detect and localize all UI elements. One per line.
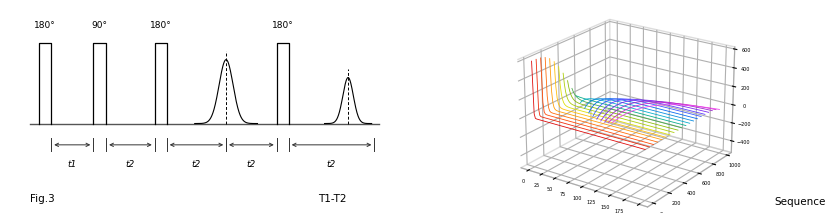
- Text: 180°: 180°: [150, 21, 172, 30]
- Text: t2: t2: [192, 160, 201, 169]
- Text: 180°: 180°: [272, 21, 293, 30]
- Text: t1: t1: [68, 160, 77, 169]
- Text: t2: t2: [126, 160, 135, 169]
- Text: 180°: 180°: [34, 21, 56, 30]
- Text: Sequence: Sequence: [774, 197, 825, 207]
- Text: T1-T2: T1-T2: [318, 194, 346, 204]
- Text: t2: t2: [327, 160, 336, 169]
- Text: Fig.3: Fig.3: [30, 194, 54, 204]
- Text: t2: t2: [246, 160, 256, 169]
- Text: 90°: 90°: [91, 21, 108, 30]
